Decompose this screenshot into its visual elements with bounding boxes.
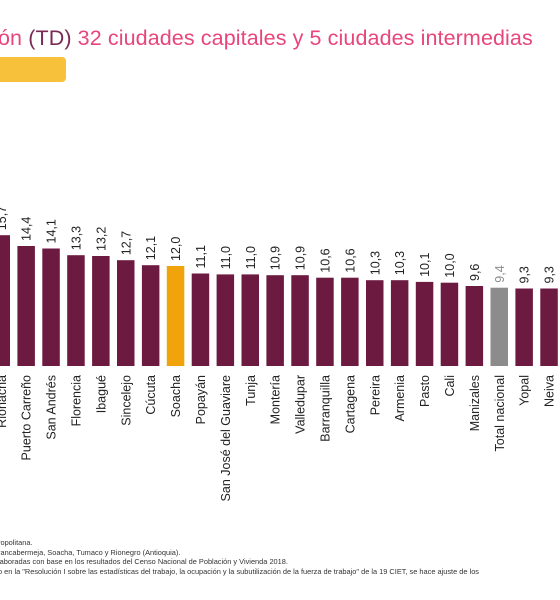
bar-sincelejo <box>117 260 135 366</box>
category-label-florencia: Florencia <box>69 375 83 426</box>
value-labels-group: 15,7 14,4 14,1 13,3 13,2 12,7 12,1 12,0 11,1 11,0… <box>0 206 557 284</box>
category-label-tunja: Tunja <box>244 375 258 406</box>
title-highlight-tag <box>0 57 66 82</box>
bar-armenia <box>390 280 409 366</box>
value-label-popayan: 11,1 <box>194 245 208 268</box>
bars-group <box>0 235 558 366</box>
bar-cucuta <box>141 265 160 366</box>
value-label-pasto: 10,1 <box>418 253 432 277</box>
footnote-line: laboradas con base en los resultados del… <box>0 557 288 567</box>
value-label-total-nacional: 9,4 <box>493 265 507 282</box>
bar-manizales <box>465 286 484 366</box>
bar-barranquilla <box>316 277 334 366</box>
value-label-monteria: 10,9 <box>269 246 283 270</box>
value-label-tunja: 11,0 <box>244 246 258 269</box>
category-label-popayan: Popayán <box>194 375 208 424</box>
value-label-soacha: 12,0 <box>169 237 183 261</box>
value-label-cucuta: 12,1 <box>144 236 158 260</box>
bar-florencia <box>67 255 85 366</box>
bar-popayan <box>191 273 210 366</box>
bar-chart: 15,7 14,4 14,1 13,3 13,2 12,7 12,1 12,0 11,1 11,0… <box>0 206 558 502</box>
value-label-barranquilla: 10,6 <box>318 248 332 272</box>
footnotes: ropolitana. rancabermeja, Soacha, Tumaco… <box>0 538 560 576</box>
bar-soacha <box>166 266 185 366</box>
value-label-cartagena: 10,6 <box>343 248 357 272</box>
chart-title-rest: 32 ciudades capitales y 5 ciudades inter… <box>71 26 533 50</box>
category-label-sincelejo: Sincelejo <box>119 375 133 426</box>
chart-title-start: ón <box>0 26 29 50</box>
value-label-riohacha: 15,7 <box>0 206 9 230</box>
footnote-line: rancabermeja, Soacha, Tumaco y Rionegro … <box>0 547 181 557</box>
bar-neiva <box>540 288 558 366</box>
value-label-puerto-carreno: 14,4 <box>20 217 34 241</box>
category-label-total-nacional: Total nacional <box>493 375 507 451</box>
category-label-manizales: Manizales <box>468 375 482 431</box>
bar-san-andres <box>42 248 60 366</box>
value-label-ibague: 13,2 <box>94 227 108 251</box>
category-label-cucuta: Cúcuta <box>144 375 158 415</box>
value-label-florencia: 13,3 <box>69 226 83 250</box>
category-label-cali: Cali <box>443 375 457 397</box>
category-label-puerto-carreno: Puerto Carreño <box>20 375 34 461</box>
bar-pasto <box>415 281 434 366</box>
category-label-neiva: Neiva <box>543 375 557 407</box>
footnote-line: ropolitana. <box>0 538 33 547</box>
category-label-pasto: Pasto <box>418 375 432 407</box>
category-label-soacha: Soacha <box>169 375 183 417</box>
value-label-pereira: 10,3 <box>368 251 382 275</box>
chart-title: ón (TD) 32 ciudades capitales y 5 ciudad… <box>0 26 533 51</box>
category-labels-group: Riohacha Puerto Carreño San Andrés Florenci… <box>0 375 557 502</box>
category-label-cartagena: Cartagena <box>343 375 357 433</box>
bar-valledupar <box>291 275 309 366</box>
value-label-yopal: 9,3 <box>518 266 532 283</box>
category-label-armenia: Armenia <box>393 375 407 422</box>
bar-total-nacional <box>490 287 508 366</box>
category-label-ibague: Ibagué <box>94 375 108 413</box>
value-label-armenia: 10,3 <box>393 251 407 275</box>
value-label-manizales: 9,6 <box>468 264 482 281</box>
category-label-yopal: Yopal <box>518 375 532 406</box>
chart-title-acronym: (TD) <box>28 26 72 50</box>
value-label-valledupar: 10,9 <box>294 246 308 270</box>
category-label-monteria: Montería <box>269 375 283 424</box>
category-label-san-andres: San Andrés <box>45 375 59 440</box>
bar-san-jose-del-guaviare <box>216 274 235 366</box>
footnote-line: o en la "Resolución I sobre las estadíst… <box>0 566 479 576</box>
bar-puerto-carreno <box>17 246 35 366</box>
value-label-neiva: 9,3 <box>543 266 557 283</box>
bar-pereira <box>366 280 384 366</box>
bar-monteria <box>266 275 284 366</box>
category-label-pereira: Pereira <box>368 375 382 415</box>
category-label-barranquilla: Barranquilla <box>318 375 332 442</box>
value-label-san-jose-del-guaviare: 11,0 <box>219 246 233 269</box>
value-label-san-andres: 14,1 <box>45 219 59 243</box>
bar-ibague <box>92 256 110 366</box>
bar-cali <box>440 282 459 366</box>
bar-tunja <box>241 274 259 366</box>
category-label-san-jose-del-guaviare: San José del Guaviare <box>219 375 233 502</box>
bar-yopal <box>515 288 533 366</box>
category-label-riohacha: Riohacha <box>0 375 9 428</box>
bar-cartagena <box>341 277 359 366</box>
value-label-sincelejo: 12,7 <box>119 231 133 255</box>
value-label-cali: 10,0 <box>443 253 457 277</box>
bar-riohacha <box>0 235 10 366</box>
category-label-valledupar: Valledupar <box>294 375 308 434</box>
